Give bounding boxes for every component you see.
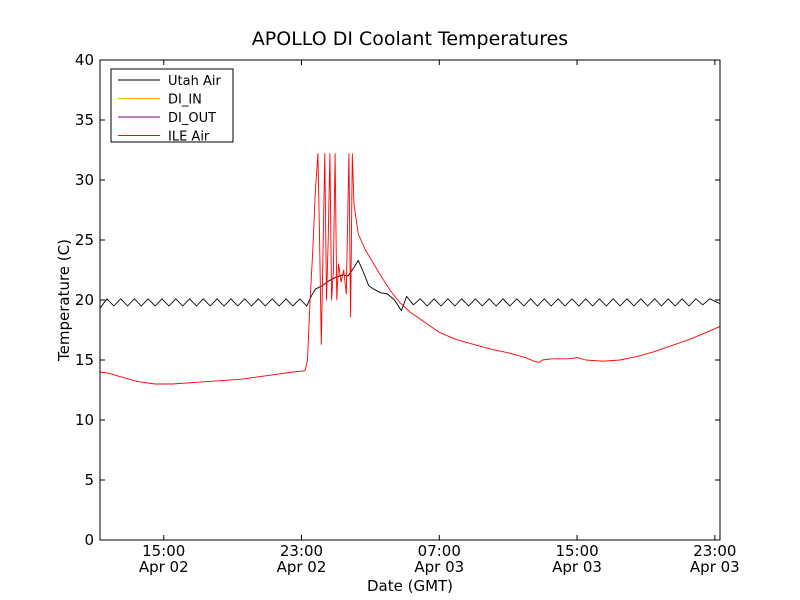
x-tick-time-label: 07:00 <box>418 542 461 560</box>
x-axis-label: Date (GMT) <box>367 577 453 595</box>
y-tick-label: 30 <box>75 171 94 189</box>
legend: Utah Air DI_IN DI_OUT ILE Air <box>110 68 234 145</box>
y-tick-label: 5 <box>84 471 94 489</box>
x-tick-date-label: Apr 02 <box>139 558 189 576</box>
y-tick-label: 25 <box>75 231 94 249</box>
x-tick-date-label: Apr 03 <box>552 558 602 576</box>
x-tick-date-label: Apr 03 <box>690 558 740 576</box>
y-tick-label: 20 <box>75 291 94 309</box>
y-tick-label: 35 <box>75 111 94 129</box>
y-tick-label: 40 <box>75 51 94 69</box>
y-tick-label: 0 <box>84 531 94 549</box>
legend-box <box>110 68 234 143</box>
y-tick-label: 10 <box>75 411 94 429</box>
y-tick-label: 15 <box>75 351 94 369</box>
x-tick-date-label: Apr 02 <box>277 558 327 576</box>
series-line-utah-air <box>99 259 721 312</box>
series-layer <box>99 153 721 385</box>
plot-frame <box>99 59 721 541</box>
chart-title: APOLLO DI Coolant Temperatures <box>252 28 568 50</box>
legend-label: DI_IN <box>168 93 202 108</box>
legend-label: DI_OUT <box>168 111 216 126</box>
x-tick-time-label: 23:00 <box>693 542 736 560</box>
x-tick-time-label: 15:00 <box>555 542 598 560</box>
series-line-ile-air <box>99 153 721 385</box>
legend-label: ILE Air <box>168 130 210 145</box>
x-tick-time-label: 23:00 <box>280 542 323 560</box>
x-tick-date-label: Apr 03 <box>414 558 464 576</box>
legend-label: Utah Air <box>168 74 221 89</box>
y-axis-label: Temperature (C) <box>55 239 73 362</box>
x-tick-time-label: 15:00 <box>142 542 185 560</box>
